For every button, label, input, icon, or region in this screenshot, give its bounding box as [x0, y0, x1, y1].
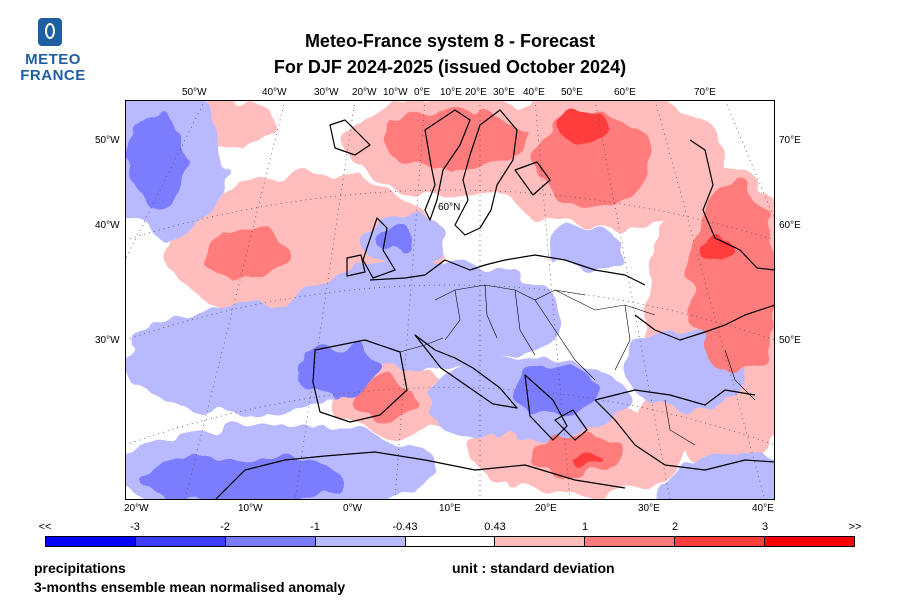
logo-icon [38, 18, 62, 46]
color-scale-segment [585, 537, 676, 546]
anomaly-band-strong-red [560, 115, 730, 468]
country-borders [399, 284, 756, 446]
bottom-longitude-label: 40°E [752, 503, 774, 514]
logo-text-line2: FRANCE [20, 67, 86, 84]
color-scale-segment [675, 537, 766, 546]
map-frame [125, 100, 775, 500]
color-scale-segment [135, 537, 226, 546]
top-longitude-label: 20°E [465, 87, 487, 98]
top-longitude-label: 70°E [694, 87, 716, 98]
title-line1: Meteo-France system 8 - Forecast [304, 31, 596, 51]
anomaly-fields [125, 100, 775, 500]
description-label: 3-months ensemble mean normalised anomal… [34, 579, 346, 595]
variable-label: precipitations [34, 560, 126, 576]
logo-text-line1: METEO [25, 51, 81, 68]
scale-label: 2 [671, 521, 679, 533]
top-longitude-label: 30°E [493, 87, 515, 98]
scale-label: >> [848, 521, 862, 533]
right-longitude-label: 70°E [779, 135, 801, 146]
scale-label: 0.43 [484, 521, 506, 533]
scale-label: -0.43 [392, 521, 418, 533]
scale-label: 1 [581, 521, 589, 533]
left-longitude-label: 40°W [95, 220, 120, 231]
right-longitude-label: 60°E [779, 220, 801, 231]
meteo-france-logo: METEO FRANCE [14, 14, 86, 86]
latitude-label-60n: 60°N [438, 202, 461, 213]
right-longitude-label: 50°E [779, 335, 801, 346]
top-longitude-label: 10°E [440, 87, 462, 98]
anomaly-map: 60°N [124, 99, 776, 501]
top-longitude-label: 50°W [182, 87, 207, 98]
left-longitude-label: 50°W [95, 135, 120, 146]
top-longitude-label: 0°E [414, 87, 431, 98]
bottom-longitude-label: 10°E [439, 503, 461, 514]
color-scale-segment [46, 537, 136, 546]
bottom-longitude-label: 20°E [535, 503, 557, 514]
bottom-longitude-label: 10°W [238, 503, 263, 514]
top-longitude-label: 60°E [614, 87, 636, 98]
bottom-longitude-label: 20°W [124, 503, 149, 514]
graticule [124, 99, 776, 501]
scale-label: << [38, 521, 52, 533]
title-line2: For DJF 2024-2025 (issued October 2024) [273, 57, 627, 77]
anomaly-map-svg [124, 99, 776, 501]
color-scale-segment [225, 537, 316, 546]
color-scale-bar [45, 536, 855, 547]
bottom-longitude-label: 0°W [343, 503, 362, 514]
top-longitude-label: 10°W [383, 87, 408, 98]
scale-label: -1 [310, 521, 320, 533]
unit-label: unit : standard deviation [452, 560, 615, 576]
top-longitude-label: 40°W [262, 87, 287, 98]
top-longitude-label: 20°W [352, 87, 377, 98]
color-scale-segment [315, 537, 406, 546]
coastlines [214, 109, 776, 501]
color-scale-segment [405, 537, 496, 546]
color-scale-segment [495, 537, 586, 546]
scale-label: 3 [761, 521, 769, 533]
scale-label: -2 [220, 521, 230, 533]
bottom-longitude-label: 30°E [638, 503, 660, 514]
scale-label: -3 [130, 521, 140, 533]
left-longitude-label: 30°W [95, 335, 120, 346]
top-longitude-label: 30°W [314, 87, 339, 98]
color-scale-segment [765, 537, 855, 546]
top-longitude-label: 50°E [561, 87, 583, 98]
top-longitude-label: 40°E [523, 87, 545, 98]
